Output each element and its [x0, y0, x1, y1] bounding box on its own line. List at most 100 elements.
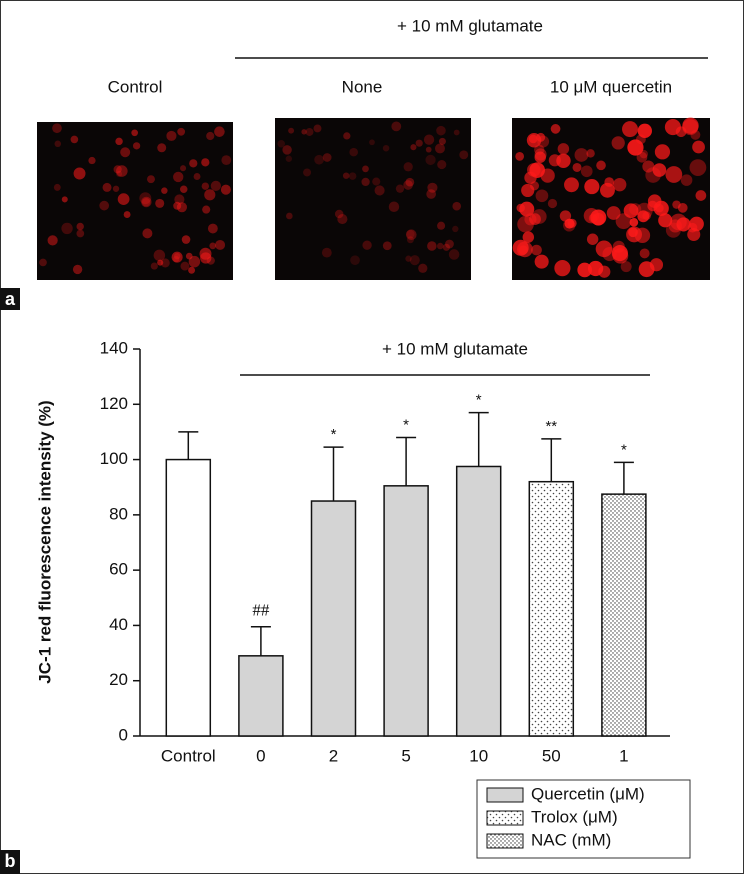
cell — [314, 154, 324, 165]
cell — [305, 127, 314, 136]
cell — [405, 177, 415, 187]
cell — [173, 201, 182, 210]
cell — [515, 151, 525, 161]
cell — [179, 185, 188, 194]
y-axis-label: JC-1 red fluorescence intensity (%) — [35, 400, 54, 683]
cell — [361, 177, 370, 187]
legend-label: Quercetin (μM) — [531, 784, 645, 803]
cell — [600, 182, 615, 198]
cell — [185, 252, 193, 260]
y-tick-label: 100 — [100, 449, 128, 468]
cell — [642, 160, 655, 173]
cell — [374, 185, 385, 196]
cell — [202, 205, 211, 214]
cell — [388, 201, 400, 212]
legend-swatch — [486, 810, 524, 826]
cell — [535, 189, 549, 203]
significance: ** — [545, 418, 557, 435]
cell — [61, 196, 68, 203]
cell — [61, 222, 73, 235]
cell — [572, 162, 582, 172]
cell — [76, 229, 85, 238]
cell — [409, 255, 420, 266]
cell — [658, 213, 673, 228]
cell — [556, 153, 571, 169]
cell — [584, 179, 600, 195]
micrograph — [275, 118, 471, 280]
legend-label: Trolox (μM) — [531, 807, 618, 826]
cell — [580, 165, 593, 178]
cell — [120, 147, 131, 158]
cell — [146, 175, 155, 184]
cell — [634, 227, 651, 244]
cell — [620, 261, 632, 273]
cell — [637, 210, 650, 223]
cell — [181, 235, 191, 244]
y-tick-label: 140 — [100, 338, 128, 357]
bar — [455, 465, 502, 737]
cell — [534, 254, 549, 269]
bar — [165, 458, 212, 737]
cell — [395, 184, 405, 193]
cell — [629, 217, 639, 227]
cell — [188, 255, 201, 268]
group-label: + 10 mM glutamate — [382, 339, 528, 358]
cell — [652, 163, 667, 177]
legend-label: NAC (mM) — [531, 830, 611, 849]
x-tick-label: 50 — [542, 746, 561, 765]
cell — [403, 180, 413, 190]
cell — [623, 203, 639, 219]
cell — [516, 203, 525, 213]
cell — [438, 137, 446, 145]
cell — [207, 223, 218, 234]
cell — [369, 139, 375, 146]
cell — [459, 150, 469, 160]
significance: ## — [252, 601, 270, 620]
cell — [528, 134, 538, 144]
cell — [117, 193, 130, 205]
cell — [606, 206, 621, 220]
cell — [112, 185, 120, 192]
cell — [52, 123, 62, 134]
cell — [533, 144, 545, 155]
y-tick-label: 40 — [109, 615, 128, 634]
micrographs — [37, 117, 710, 280]
significance: * — [476, 392, 482, 409]
cell — [672, 200, 681, 209]
cell — [534, 151, 546, 163]
cell — [436, 242, 444, 250]
cell — [689, 159, 707, 176]
cell — [522, 231, 535, 243]
cell — [188, 266, 196, 274]
cell — [123, 211, 131, 218]
cell — [282, 145, 292, 155]
cell — [337, 214, 348, 225]
cell — [142, 228, 153, 239]
cell — [189, 159, 198, 168]
cell — [73, 167, 86, 180]
cell — [423, 134, 435, 145]
cell — [418, 263, 428, 273]
cell — [596, 160, 606, 171]
cell — [173, 171, 184, 183]
cell — [53, 183, 61, 191]
cell — [654, 144, 671, 160]
cell — [303, 168, 312, 177]
cell — [209, 242, 217, 250]
cell — [427, 241, 437, 251]
cell — [637, 123, 652, 138]
cell — [426, 189, 436, 199]
cell — [286, 212, 293, 220]
cell — [210, 180, 222, 192]
cell — [382, 144, 390, 152]
cell — [131, 129, 138, 137]
cell — [141, 196, 152, 208]
cell — [410, 144, 417, 151]
cell — [313, 124, 322, 133]
cell — [161, 187, 168, 194]
cell — [550, 124, 561, 134]
cell — [622, 121, 638, 138]
cell — [157, 259, 164, 266]
cell — [436, 125, 446, 136]
cell — [627, 139, 644, 156]
